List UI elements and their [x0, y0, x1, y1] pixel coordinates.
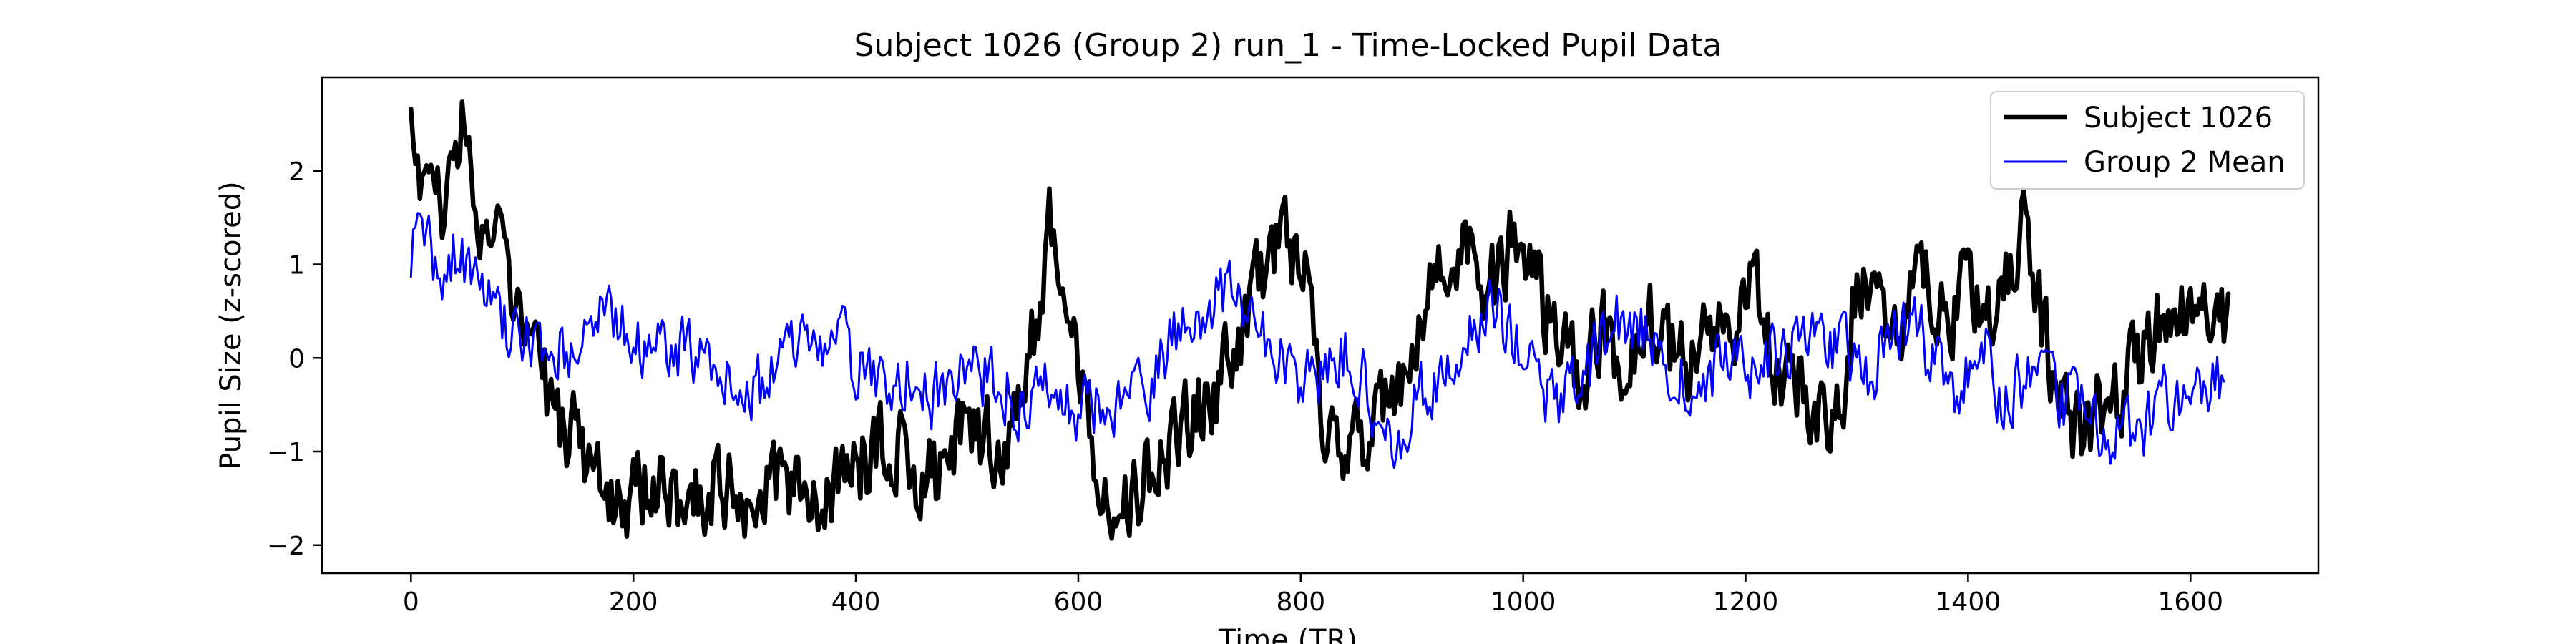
plot-frame — [321, 76, 2320, 575]
y-tick-label: −2 — [267, 532, 305, 561]
x-tick-label: 600 — [1054, 587, 1103, 617]
x-tick-label: 1200 — [1713, 587, 1779, 617]
x-tick-label: 800 — [1276, 587, 1325, 617]
y-axis: −2 −1 0 1 2 — [267, 157, 322, 561]
y-axis-label: Pupil Size (z-scored) — [215, 181, 248, 469]
x-axis-label: Time (TR) — [1218, 624, 1357, 644]
x-tick-label: 1000 — [1491, 587, 1556, 617]
x-tick-label: 1600 — [2157, 587, 2223, 617]
x-tick-label: 400 — [831, 587, 881, 617]
x-tick-label: 0 — [403, 587, 419, 617]
x-axis: 0 200 400 600 800 1000 1200 1400 1600 — [403, 573, 2223, 617]
chart-title: Subject 1026 (Group 2) run_1 - Time-Lock… — [854, 27, 1722, 64]
y-tick-label: 0 — [288, 344, 305, 374]
y-tick-label: 2 — [288, 157, 305, 187]
y-tick-label: 1 — [288, 251, 305, 280]
series-line-group-2-mean — [409, 212, 2225, 469]
legend-label-group-mean: Group 2 Mean — [2084, 146, 2285, 179]
legend-box — [1990, 91, 2305, 190]
legend: Subject 1026 Group 2 Mean — [1990, 91, 2305, 190]
legend-label-subject: Subject 1026 — [2084, 102, 2273, 135]
y-tick-label: −1 — [267, 438, 305, 467]
series-layer — [409, 99, 2231, 541]
x-tick-label: 200 — [609, 587, 658, 617]
x-tick-label: 1400 — [1936, 587, 2001, 617]
